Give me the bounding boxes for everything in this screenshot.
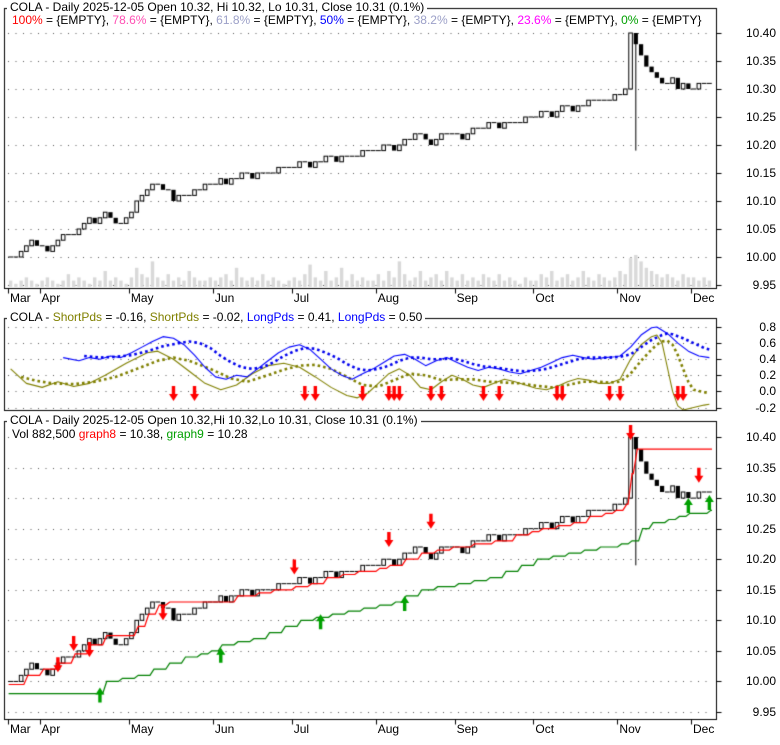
text-segment: graph9 [166,427,204,441]
text-segment: LongPds [337,310,386,324]
month-label: Jul [293,291,310,305]
text-segment: 78.6% [112,13,147,27]
month-label: Mar [10,722,31,736]
y-axis-label: 10.00 [745,250,776,264]
text-segment: 61.8% [216,13,251,27]
text-segment: = {EMPTY}, [250,13,320,27]
month-label: Jun [214,291,235,305]
y-axis-label: 0.4 [759,352,776,367]
month-label: May [130,291,154,305]
y-axis-label: 10.15 [745,582,776,597]
text-segment: = {EMPTY}, [447,13,518,27]
month-label: Mar [10,291,31,305]
y-axis-label: 9.95 [752,705,776,719]
text-segment: 0% [621,13,639,27]
text-segment: Vol 882,500 [12,427,79,441]
month-label: May [130,722,154,736]
y-axis-label: 10.00 [745,674,776,689]
text-segment: = {EMPTY} [638,13,702,27]
y-axis-label: 10.20 [745,138,776,152]
text-segment: = -0.02, [199,310,247,324]
y-axis-label: 0.6 [759,336,776,351]
y-axis-label: 10.10 [745,613,776,628]
y-axis-label: 0.8 [759,320,776,334]
y-axis-label: 10.30 [745,82,776,96]
month-label: Oct [535,291,555,305]
text-segment: = 0.41, [294,310,338,324]
y-axis-label: 10.30 [745,491,776,506]
text-segment: ShortPds [52,310,103,324]
fib-levels-line: 100% = {EMPTY}, 78.6% = {EMPTY}, 61.8% =… [10,13,704,27]
text-segment: = 0.50 [385,310,423,324]
month-label: Dec [692,291,715,305]
text-segment: = {EMPTY}, [343,13,414,27]
text-segment: LongPds [246,310,295,324]
y-axis-label: 10.25 [745,521,776,536]
y-axis-label: 10.05 [745,222,776,236]
month-label: Nov [619,722,641,736]
text-segment: COLA - [10,310,53,324]
volume-info-line: Vol 882,500 graph8 = 10.38, graph9 = 10.… [10,428,250,441]
month-label: Apr [41,722,61,736]
y-axis-label: -0.2 [755,400,776,415]
y-axis-label: 10.25 [745,110,776,124]
month-label: Dec [692,722,715,736]
text-segment: = -0.16, [102,310,150,324]
text-segment: = 10.38, [116,427,167,441]
y-axis-label: 10.20 [745,552,776,567]
panel1-title: COLA - Daily 2025-12-05 Open 10.32, Hi 1… [7,1,428,14]
y-axis-label: 10.10 [745,194,776,208]
month-label: Jun [214,722,235,736]
y-axis-label: 0.0 [759,384,776,399]
month-label: Aug [377,722,400,736]
month-label: Oct [535,722,555,736]
y-axis-label: 10.40 [745,430,776,444]
month-label: Apr [41,291,61,305]
y-axis-label: 9.95 [752,278,776,292]
text-segment: ShortPds [149,310,200,324]
text-segment: = {EMPTY}, [551,13,622,27]
text-segment: 38.2% [413,13,448,27]
y-axis-label: 0.2 [759,368,776,383]
month-label: Aug [377,291,400,305]
y-axis-label: 10.05 [745,643,776,658]
panel2-title: COLA - ShortPds = -0.16, ShortPds = -0.0… [7,310,426,324]
text-segment: graph8 [78,427,117,441]
text-segment: = {EMPTY}, [42,13,113,27]
text-segment: 100% [12,13,43,27]
y-axis-label: 10.40 [745,26,776,40]
month-label: Sep [456,722,478,736]
text-segment: = {EMPTY}, [146,13,217,27]
y-axis-label: 10.15 [745,166,776,180]
month-label: Nov [619,291,641,305]
month-label: Sep [456,291,478,305]
text-segment: = 10.28 [203,427,248,441]
panel3-title: COLA - Daily 2025-12-05 Open 10.32,Hi 10… [7,414,421,427]
y-axis-label: 10.35 [745,460,776,475]
text-segment: 50% [319,13,344,27]
text-segment: 23.6% [517,13,552,27]
y-axis-label: 10.35 [745,54,776,68]
month-label: Jul [293,722,310,736]
